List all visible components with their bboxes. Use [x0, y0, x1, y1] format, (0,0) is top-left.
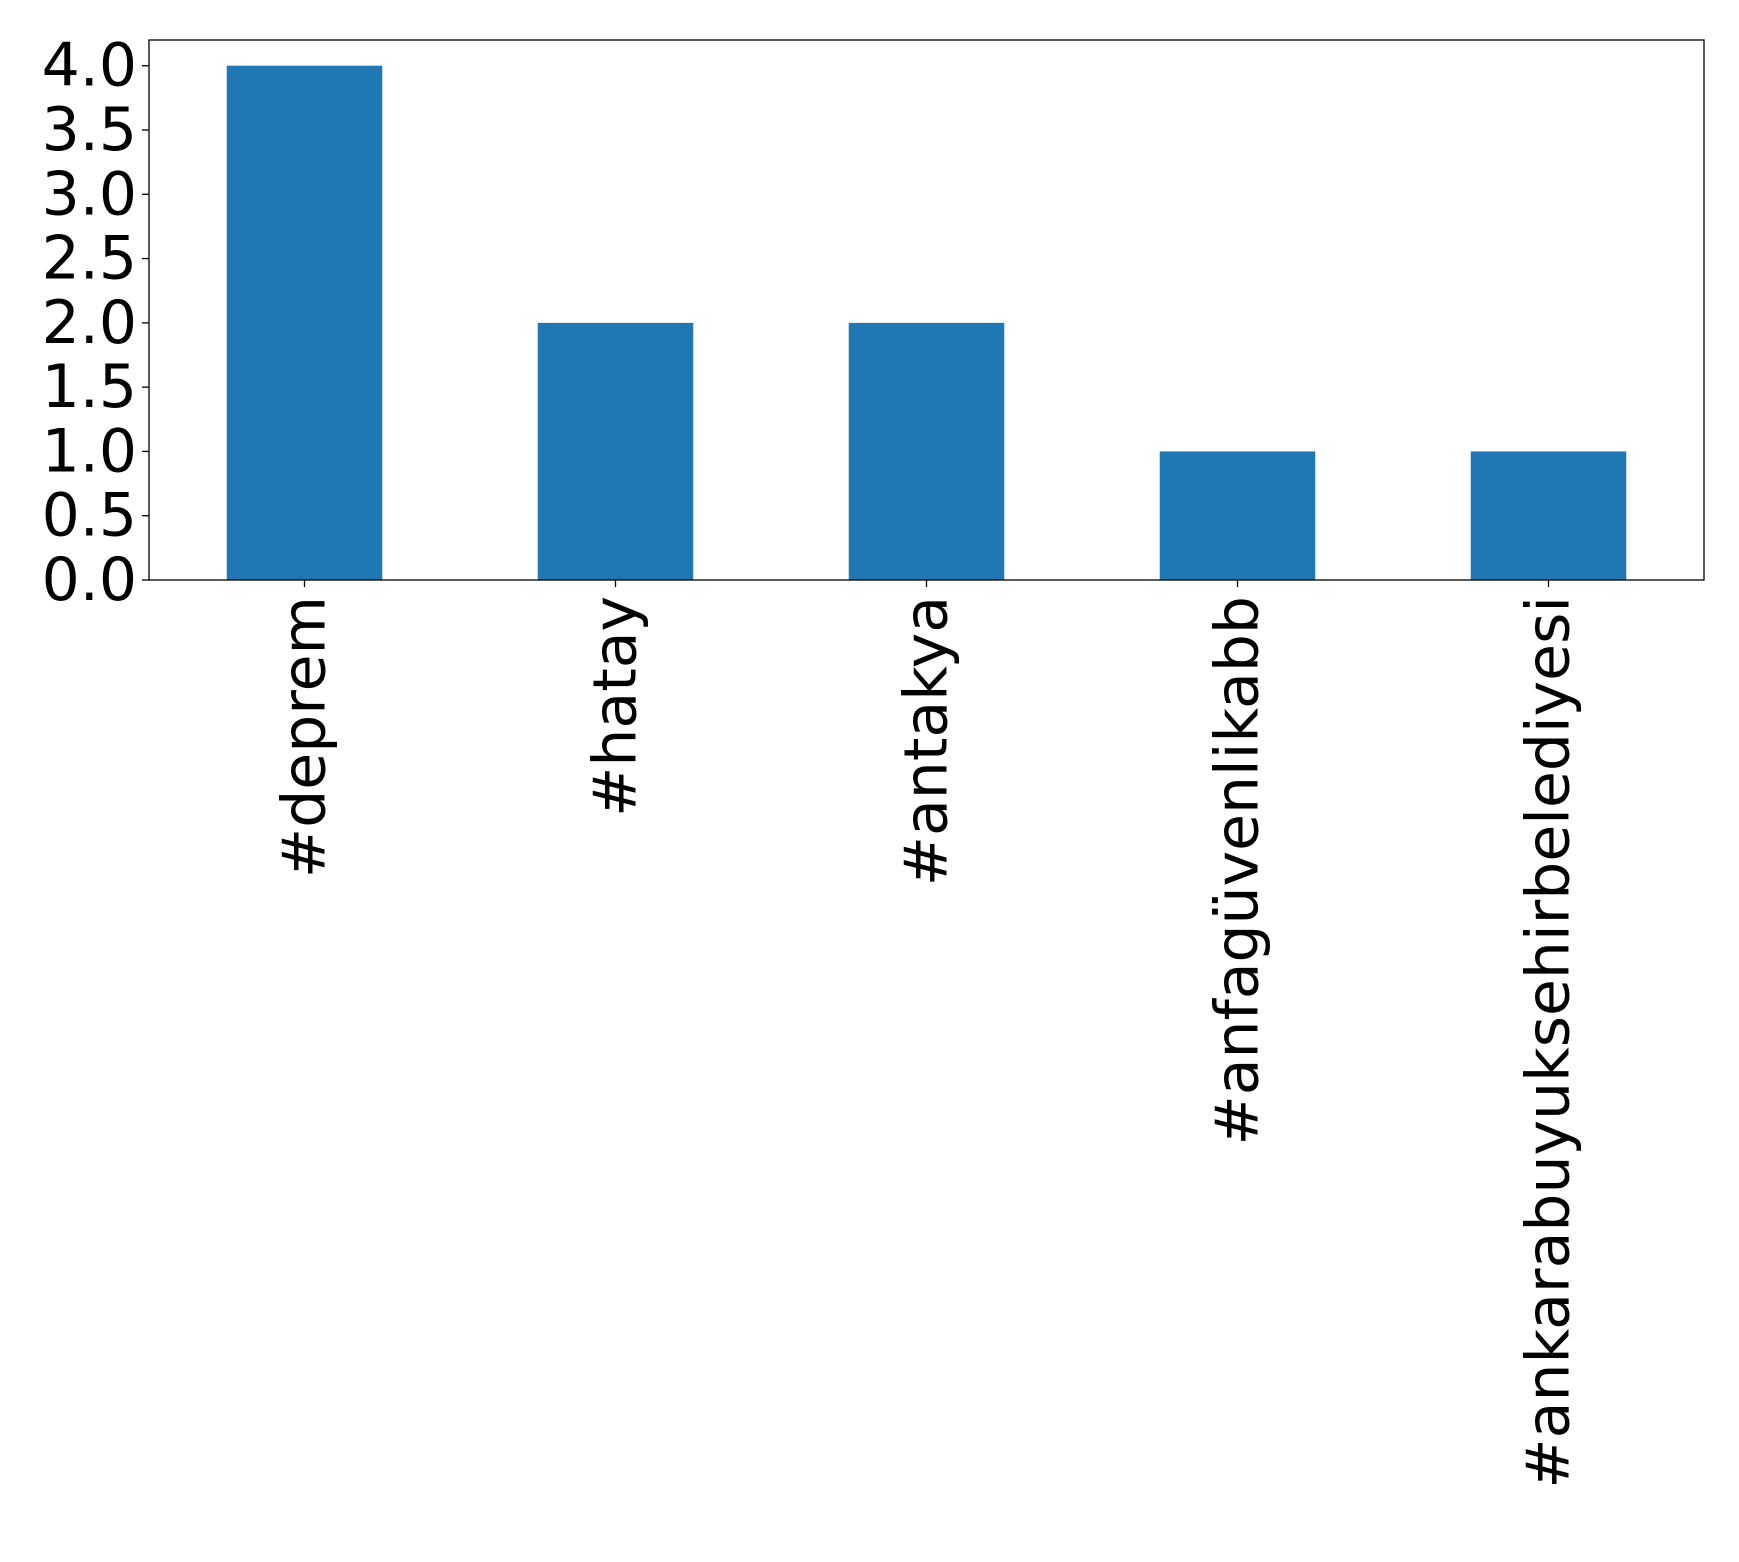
bar-1: [537, 322, 694, 580]
y-tick-label-7: 3.5: [42, 95, 137, 165]
bar-3: [1159, 451, 1316, 580]
y-tick-label-2: 1.0: [42, 416, 137, 486]
y-tick-label-4: 2.0: [42, 288, 137, 358]
x-tick-label-0: #deprem: [270, 596, 340, 878]
y-tick-label-0: 0.0: [42, 545, 137, 615]
bars-layer: [226, 65, 1627, 580]
x-tick-label-1: #hatay: [581, 596, 651, 817]
y-tick-label-3: 1.5: [42, 352, 137, 422]
x-tick-label-3: #anfagüvenlikabb: [1203, 596, 1273, 1146]
plot-frame: [148, 39, 1705, 581]
y-tick-label-6: 3.0: [42, 159, 137, 229]
y-tick-label-8: 4.0: [42, 31, 137, 101]
bar-4: [1470, 451, 1627, 580]
x-tick-label-2: #antakya: [892, 596, 962, 886]
x-axis: #deprem #hatay #antakya #anfagüvenlikabb #an…: [270, 580, 1584, 1489]
bar-0: [226, 65, 383, 580]
y-tick-label-5: 2.5: [42, 224, 137, 294]
y-tick-label-1: 0.5: [42, 481, 137, 551]
x-tick-label-4: #ankarabuyuksehirbelediyesi: [1514, 596, 1584, 1489]
y-axis: 0.00.51.01.52.02.53.03.54.0: [42, 31, 149, 615]
bar-2: [848, 322, 1005, 580]
